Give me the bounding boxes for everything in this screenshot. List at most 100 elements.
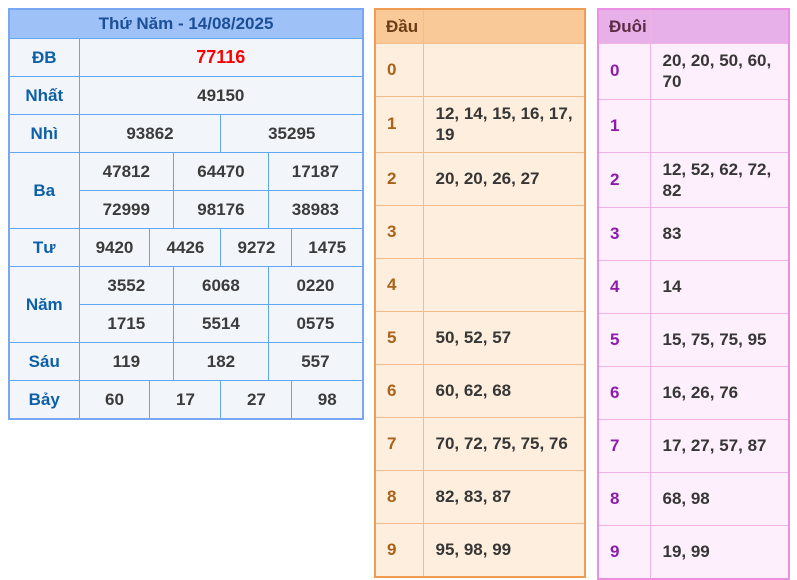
prize-value-bay-2: 17 <box>149 380 222 420</box>
duoi-values-6: 16, 26, 76 <box>649 366 790 420</box>
prize-label-bay: Bảy <box>8 380 80 420</box>
prize-row-nam-2: 1715 5514 0575 <box>9 304 364 343</box>
prize-value-ba-6: 38983 <box>267 190 364 229</box>
duoi-values-8: 68, 98 <box>649 472 790 526</box>
prize-label-ba: Ba <box>8 152 80 229</box>
dau-values-6: 60, 62, 68 <box>422 363 586 418</box>
duoi-values-7: 17, 27, 57, 87 <box>649 419 790 473</box>
prize-value-sau-1: 119 <box>78 342 175 381</box>
prize-label-db: ĐB <box>8 38 80 77</box>
duoi-digit-8: 8 <box>597 472 651 526</box>
prize-value-ba-1: 47812 <box>78 152 175 191</box>
duoi-values-2: 12, 52, 62, 72, 82 <box>649 151 790 208</box>
dau-values-1: 12, 14, 15, 16, 17, 19 <box>422 96 586 153</box>
dau-values-4 <box>422 257 586 312</box>
prize-row-ba-2: 72999 98176 38983 <box>9 190 364 229</box>
prize-value-bay-4: 98 <box>291 380 364 420</box>
duoi-header-row: Đuôi <box>597 8 790 44</box>
dau-digit-3: 3 <box>374 204 424 259</box>
duoi-values-1 <box>649 98 790 153</box>
duoi-digit-3: 3 <box>597 207 651 261</box>
dau-digit-6: 6 <box>374 363 424 418</box>
prize-row-tu: Tư 9420 4426 9272 1475 <box>8 228 364 267</box>
prize-value-ba-3: 17187 <box>267 152 364 191</box>
prize-label-sau: Sáu <box>8 342 80 381</box>
dau-header-row: Đầu <box>374 8 586 44</box>
duoi-digit-5: 5 <box>597 313 651 367</box>
dau-digit-2: 2 <box>374 151 424 206</box>
prize-row-sau: Sáu 119 182 557 <box>8 342 364 381</box>
duoi-row-7: 7 17, 27, 57, 87 <box>597 419 790 473</box>
duoi-digit-0: 0 <box>597 43 651 100</box>
prize-value-sau-3: 557 <box>267 342 364 381</box>
prize-value-tu-4: 1475 <box>291 228 364 267</box>
prize-row-ba-1: Ba 47812 64470 17187 <box>8 152 364 229</box>
prize-label-tu: Tư <box>8 228 80 267</box>
dau-row-2: 2 20, 20, 26, 27 <box>374 151 586 206</box>
dau-row-9: 9 95, 98, 99 <box>374 522 586 577</box>
duoi-digit-2: 2 <box>597 151 651 208</box>
dau-values-0 <box>422 43 586 97</box>
duoi-row-1: 1 <box>597 98 790 153</box>
prize-value-nhi-1: 93862 <box>78 114 222 153</box>
prize-value-nam-5: 5514 <box>173 304 269 343</box>
dau-values-8: 82, 83, 87 <box>422 469 586 524</box>
dau-digit-9: 9 <box>374 522 424 577</box>
prize-value-bay-1: 60 <box>78 380 151 420</box>
dau-row-3: 3 <box>374 204 586 259</box>
prize-value-ba-5: 98176 <box>173 190 269 229</box>
dau-digit-4: 4 <box>374 257 424 312</box>
duoi-header-empty <box>649 8 790 44</box>
prize-value-ba-4: 72999 <box>78 190 175 229</box>
duoi-row-2: 2 12, 52, 62, 72, 82 <box>597 151 790 208</box>
prize-value-nam-4: 1715 <box>78 304 175 343</box>
dau-values-2: 20, 20, 26, 27 <box>422 151 586 206</box>
duoi-digit-7: 7 <box>597 419 651 473</box>
prize-value-nhi-2: 35295 <box>220 114 364 153</box>
dau-values-3 <box>422 204 586 259</box>
prize-row-db: ĐB 77116 <box>8 38 364 77</box>
dau-row-7: 7 70, 72, 75, 75, 76 <box>374 416 586 471</box>
prize-row-bay: Bảy 60 17 27 98 <box>8 380 364 420</box>
dau-digit-5: 5 <box>374 310 424 365</box>
prize-label-nhi: Nhì <box>8 114 80 153</box>
dau-row-8: 8 82, 83, 87 <box>374 469 586 524</box>
dau-row-1: 1 12, 14, 15, 16, 17, 19 <box>374 96 586 153</box>
dau-digit-1: 1 <box>374 96 424 153</box>
prize-value-nam-2: 6068 <box>173 266 269 305</box>
prize-row-nhi: Nhì 93862 35295 <box>8 114 364 153</box>
duoi-digit-1: 1 <box>597 98 651 153</box>
prize-value-tu-2: 4426 <box>149 228 222 267</box>
prize-row-nhat: Nhất 49150 <box>8 76 364 115</box>
prize-value-tu-3: 9272 <box>220 228 293 267</box>
duoi-digit-9: 9 <box>597 525 651 580</box>
duoi-table: Đuôi 0 20, 20, 50, 60, 70 1 2 12, 52, 62… <box>597 8 790 580</box>
duoi-values-0: 20, 20, 50, 60, 70 <box>649 43 790 100</box>
duoi-digit-4: 4 <box>597 260 651 314</box>
prize-row-nam-1: Năm 3552 6068 0220 <box>8 266 364 343</box>
dau-digit-8: 8 <box>374 469 424 524</box>
prize-label-nhat: Nhất <box>8 76 80 115</box>
duoi-row-6: 6 16, 26, 76 <box>597 366 790 420</box>
dau-digit-0: 0 <box>374 43 424 97</box>
prize-value-ba-2: 64470 <box>173 152 269 191</box>
prize-value-tu-1: 9420 <box>78 228 151 267</box>
duoi-digit-6: 6 <box>597 366 651 420</box>
prize-label-nam: Năm <box>8 266 80 343</box>
dau-header-label: Đầu <box>374 8 424 44</box>
duoi-values-4: 14 <box>649 260 790 314</box>
prize-value-bay-3: 27 <box>220 380 293 420</box>
dau-row-0: 0 <box>374 43 586 97</box>
dau-values-9: 95, 98, 99 <box>422 522 586 577</box>
duoi-header-label: Đuôi <box>597 8 651 44</box>
dau-row-4: 4 <box>374 257 586 312</box>
prize-value-db: 77116 <box>78 38 364 77</box>
duoi-row-3: 3 83 <box>597 207 790 261</box>
prize-value-nam-3: 0220 <box>267 266 364 305</box>
duoi-row-5: 5 15, 75, 75, 95 <box>597 313 790 367</box>
dau-row-5: 5 50, 52, 57 <box>374 310 586 365</box>
dau-table: Đầu 0 1 12, 14, 15, 16, 17, 19 2 20, 20,… <box>374 8 586 578</box>
dau-row-6: 6 60, 62, 68 <box>374 363 586 418</box>
duoi-row-0: 0 20, 20, 50, 60, 70 <box>597 43 790 100</box>
dau-values-5: 50, 52, 57 <box>422 310 586 365</box>
